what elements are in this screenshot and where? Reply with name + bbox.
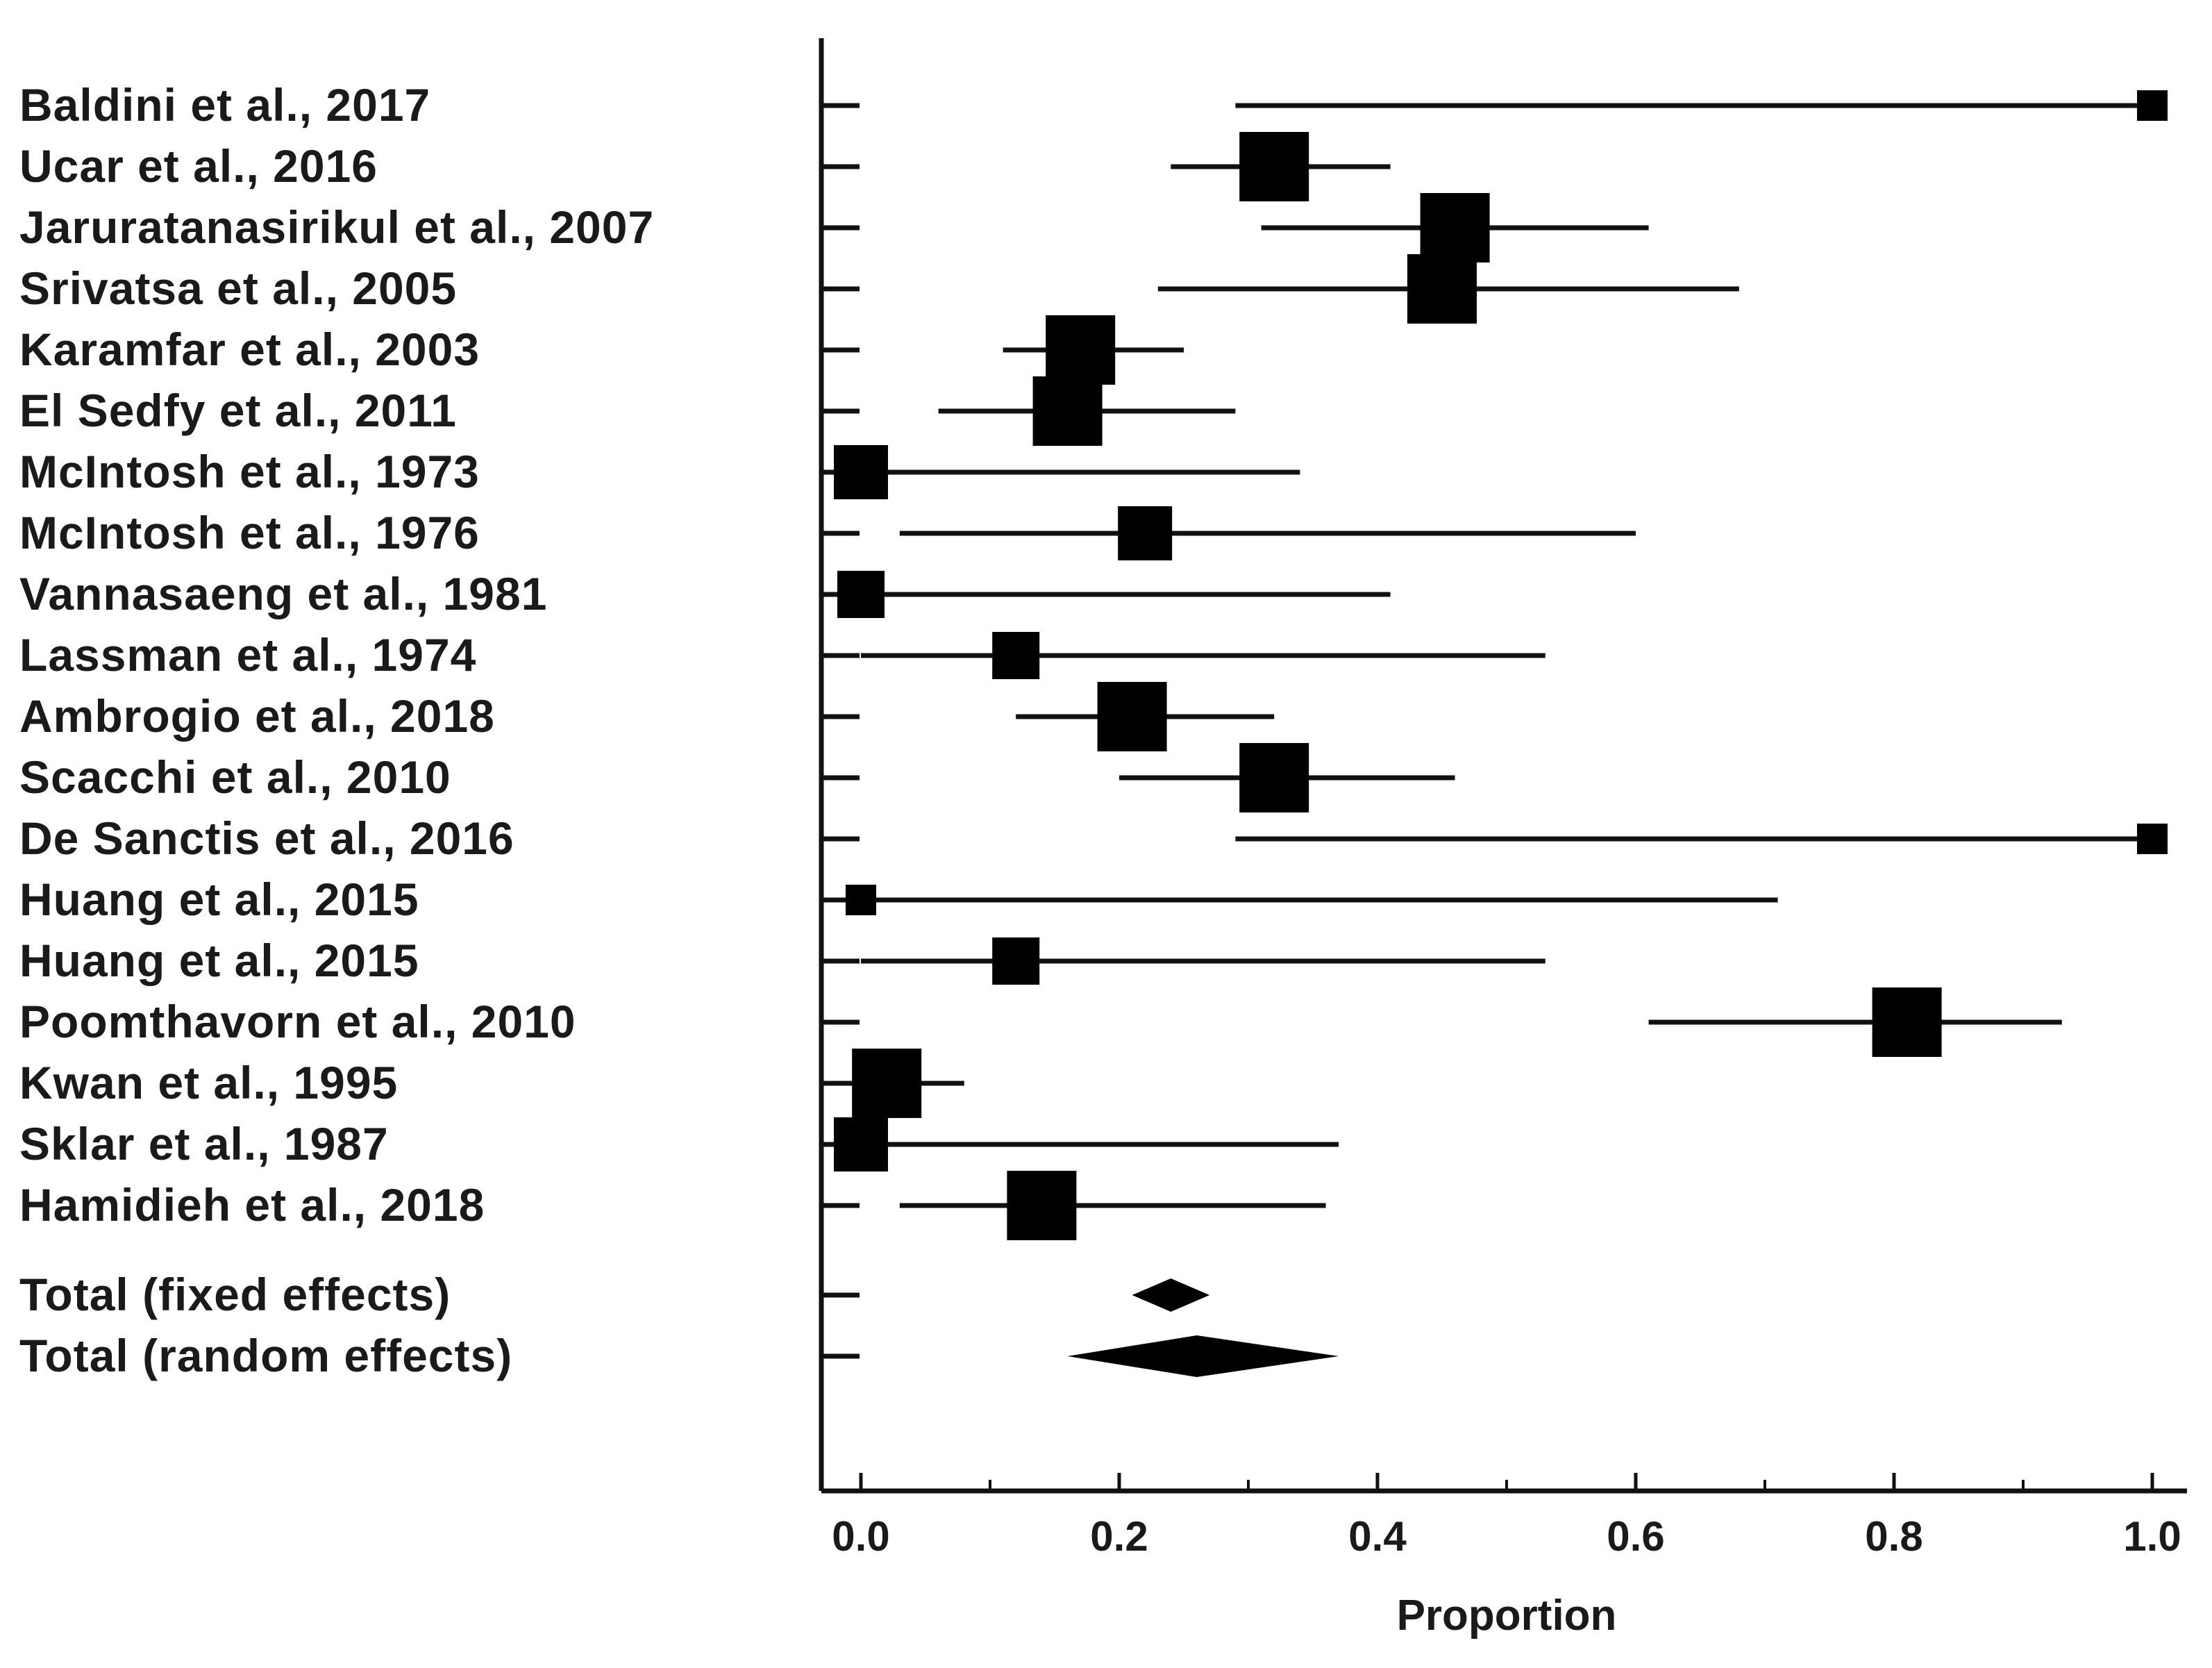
estimate-square <box>834 1117 888 1171</box>
estimate-square <box>1407 254 1477 324</box>
estimate-square <box>846 885 876 915</box>
x-axis-title: Proportion <box>1397 1592 1617 1640</box>
study-label: Hamidieh et al., 2018 <box>19 1179 485 1231</box>
estimate-square <box>1097 682 1167 751</box>
study-label: Kwan et al., 1995 <box>19 1057 398 1108</box>
total-label: Total (random effects) <box>19 1330 512 1381</box>
estimate-square <box>2137 824 2168 854</box>
estimate-square <box>1239 132 1309 201</box>
study-label: Srivatsa et al., 2005 <box>19 262 457 314</box>
x-tick-label: 1.0 <box>2123 1513 2181 1560</box>
estimate-square <box>2137 90 2168 121</box>
estimate-square <box>837 571 885 618</box>
study-label: Poomthavorn et al., 2010 <box>19 996 576 1047</box>
pooled-diamond <box>1067 1335 1339 1377</box>
study-label: Sklar et al., 1987 <box>19 1118 389 1169</box>
study-label: De Sanctis et al., 2016 <box>19 812 514 864</box>
study-label: Baldini et al., 2017 <box>19 79 430 131</box>
x-tick-label: 0.8 <box>1865 1513 1922 1560</box>
estimate-square <box>992 632 1040 679</box>
estimate-square <box>1118 506 1173 560</box>
study-label: El Sedfy et al., 2011 <box>19 385 457 436</box>
study-label: Lassman et al., 1974 <box>19 629 476 681</box>
x-tick-label: 0.0 <box>832 1513 889 1560</box>
estimate-square <box>1420 193 1490 262</box>
x-tick-label: 0.4 <box>1348 1513 1407 1560</box>
estimate-square <box>992 937 1040 985</box>
study-label: Vannasaeng et al., 1981 <box>19 568 547 619</box>
pooled-diamond <box>1132 1278 1210 1312</box>
total-label: Total (fixed effects) <box>19 1269 451 1320</box>
estimate-square <box>1032 376 1103 446</box>
study-label: Scacchi et al., 2010 <box>19 751 451 803</box>
estimate-square <box>1239 743 1309 812</box>
study-label: Huang et al., 2015 <box>19 935 419 986</box>
estimate-square <box>852 1049 922 1118</box>
estimate-square <box>1046 315 1116 385</box>
estimate-square <box>1007 1171 1077 1240</box>
estimate-square <box>834 445 888 499</box>
estimate-square <box>1872 987 1942 1057</box>
study-label: Ucar et al., 2016 <box>19 140 378 192</box>
study-label: Jaruratanasirikul et al., 2007 <box>19 201 654 253</box>
study-label: Huang et al., 2015 <box>19 874 419 925</box>
study-label: McIntosh et al., 1976 <box>19 507 480 558</box>
x-tick-label: 0.6 <box>1607 1513 1664 1560</box>
study-label: McIntosh et al., 1973 <box>19 446 480 497</box>
x-tick-label: 0.2 <box>1090 1513 1148 1560</box>
study-label: Karamfar et al., 2003 <box>19 324 480 375</box>
study-label: Ambrogio et al., 2018 <box>19 690 495 742</box>
